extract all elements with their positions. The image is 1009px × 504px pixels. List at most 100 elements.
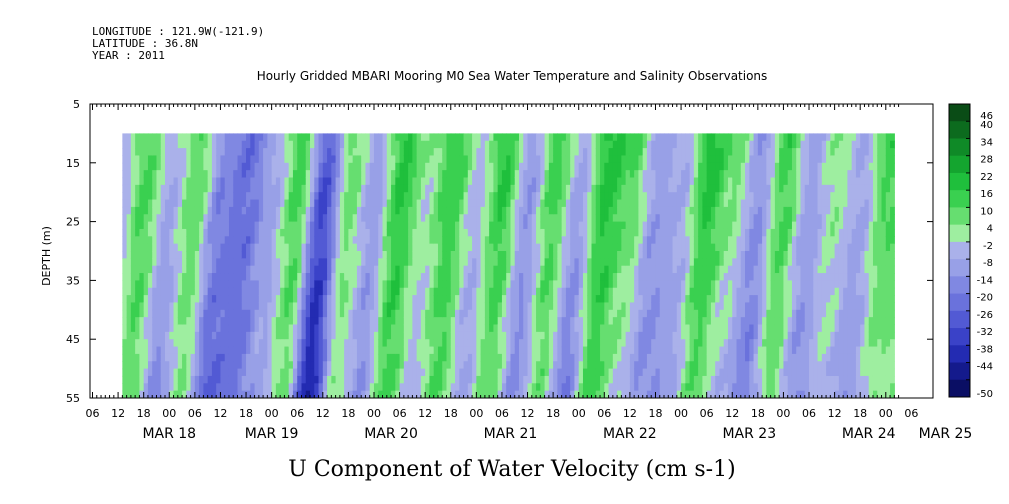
heatmap-cell (186, 273, 192, 281)
heatmap-cell (612, 140, 618, 149)
heatmap-cell (356, 361, 362, 370)
heatmap-cell (194, 390, 200, 398)
heatmap-cell (395, 368, 401, 377)
heatmap-cell (472, 287, 477, 296)
heatmap-cell (476, 228, 482, 237)
heatmap-cell (510, 140, 516, 149)
heatmap-cell (173, 368, 179, 377)
heatmap-cell (314, 295, 320, 304)
heatmap-cell (442, 221, 448, 230)
heatmap-cell (233, 243, 239, 252)
heatmap-cell (194, 258, 200, 267)
heatmap-cell (216, 280, 222, 289)
heatmap-cell (689, 236, 695, 245)
heatmap-cell (292, 324, 298, 333)
heatmap-cell (523, 331, 529, 340)
heatmap-cell (672, 287, 678, 296)
heatmap-cell (544, 170, 550, 179)
heatmap-cell (352, 251, 358, 259)
heatmap-cell (361, 346, 367, 355)
heatmap-cell (582, 346, 588, 355)
heatmap-cell (254, 170, 260, 179)
heatmap-cell (429, 353, 435, 362)
heatmap-cell (160, 390, 166, 398)
heatmap-cell (156, 148, 162, 157)
heatmap-cell (403, 302, 409, 311)
heatmap-cell (467, 258, 473, 267)
heatmap-cell (130, 265, 136, 274)
heatmap-cell (263, 228, 268, 237)
heatmap-cell (382, 361, 388, 370)
heatmap-cell (254, 206, 260, 215)
heatmap-cell (570, 251, 576, 259)
heatmap-cell (506, 258, 512, 267)
heatmap-cell (224, 192, 230, 201)
heatmap-cell (459, 214, 465, 223)
heatmap-cell (331, 133, 337, 142)
heatmap-cell (578, 228, 584, 237)
heatmap-cell (591, 309, 597, 318)
heatmap-cell (612, 339, 618, 348)
heatmap-cell (612, 331, 618, 340)
heatmap-cell (646, 162, 652, 171)
heatmap-cell (442, 133, 448, 142)
heatmap-cell (420, 140, 426, 149)
heatmap-cell (480, 309, 486, 318)
heatmap-cell (386, 375, 392, 384)
heatmap-cell (412, 375, 418, 384)
heatmap-cell (484, 192, 490, 201)
heatmap-cell (450, 302, 456, 311)
heatmap-cell (288, 243, 294, 252)
heatmap-cell (638, 199, 644, 208)
heatmap-cell (139, 162, 145, 171)
heatmap-cell (646, 353, 652, 362)
heatmap-cell (310, 214, 315, 223)
heatmap-cell (177, 302, 183, 311)
heatmap-cell (450, 236, 456, 245)
heatmap-cell (651, 317, 657, 326)
heatmap-cell (531, 133, 537, 142)
heatmap-cell (348, 368, 354, 377)
heatmap-cell (365, 383, 371, 392)
heatmap-cell (173, 331, 179, 340)
heatmap-cell (403, 273, 409, 281)
heatmap-cell (548, 236, 554, 245)
heatmap-cell (288, 265, 294, 274)
heatmap-cell (331, 302, 337, 311)
heatmap-cell (463, 214, 469, 223)
heatmap-cell (484, 221, 490, 230)
heatmap-cell (412, 309, 418, 318)
heatmap-cell (540, 390, 546, 398)
heatmap-cell (493, 140, 499, 149)
heatmap-cell (318, 177, 324, 186)
heatmap-cell (702, 339, 708, 348)
heatmap-cell (437, 265, 443, 274)
heatmap-cell (399, 170, 405, 179)
heatmap-cell (523, 265, 529, 274)
heatmap-cell (297, 251, 303, 259)
heatmap-cell (233, 184, 239, 193)
heatmap-cell (365, 177, 371, 186)
heatmap-cell (548, 148, 554, 157)
heatmap-cell (241, 192, 247, 201)
heatmap-cell (126, 162, 132, 171)
heatmap-cell (258, 214, 264, 223)
heatmap-cell (561, 206, 567, 215)
heatmap-cell (706, 331, 712, 340)
heatmap-cell (156, 353, 162, 362)
heatmap-cell (373, 295, 379, 304)
heatmap-cell (135, 177, 141, 186)
heatmap-cell (310, 375, 315, 384)
heatmap-cell (382, 133, 388, 142)
heatmap-cell (651, 199, 657, 208)
heatmap-cell (395, 243, 401, 252)
heatmap-cell (480, 133, 486, 142)
heatmap-cell (497, 353, 503, 362)
heatmap-cell (659, 228, 665, 237)
heatmap-cell (220, 273, 226, 281)
heatmap-cell (544, 140, 550, 149)
heatmap-cell (646, 265, 652, 274)
heatmap-cell (241, 214, 247, 223)
heatmap-cell (459, 236, 465, 245)
heatmap-cell (621, 280, 627, 289)
